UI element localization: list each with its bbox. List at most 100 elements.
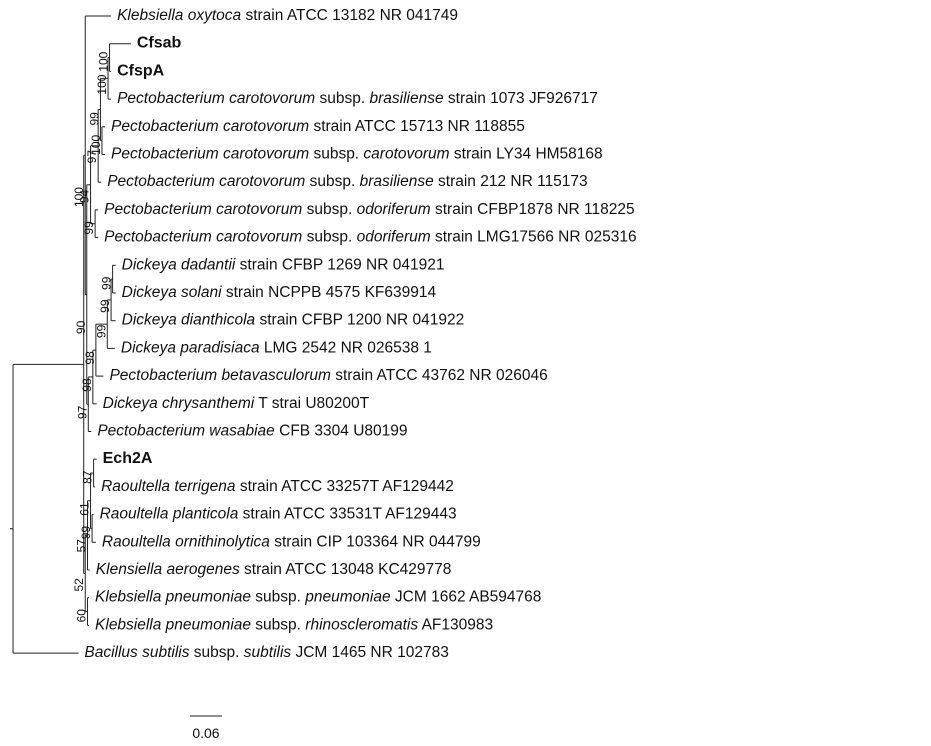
taxon-label-part: strain ATCC 33531T AF129443 xyxy=(238,506,456,523)
taxon-label-part: Klebsiella pneumoniae xyxy=(95,589,251,606)
taxon-label-part: subtilis xyxy=(244,644,292,661)
taxon-label-d_chrysanthemi: Dickeya chrysanthemi T strai U80200T xyxy=(103,395,370,412)
taxon-label-part: odoriferum xyxy=(357,229,431,246)
bootstrap-value: 57 xyxy=(75,539,89,553)
bootstrap-value: 97 xyxy=(85,150,99,164)
bootstrap-value: 52 xyxy=(72,578,86,592)
taxon-label-part: strain ATCC 43762 NR 026046 xyxy=(331,367,548,384)
bootstrap-value: 61 xyxy=(78,502,92,516)
bootstrap-value: 100 xyxy=(72,187,86,207)
taxon-label-r_ornithino: Raoultella ornithinolytica strain CIP 10… xyxy=(102,533,481,550)
taxon-label-part: Dickeya dadantii xyxy=(122,256,236,273)
taxon-label-part: subsp. xyxy=(251,589,305,606)
taxon-label-r_terrigena: Raoultella terrigena strain ATCC 33257T … xyxy=(101,478,454,495)
taxon-label-d_solani: Dickeya solani strain NCPPB 4575 KF63991… xyxy=(122,284,437,301)
taxon-label-part: subsp. xyxy=(302,229,356,246)
taxon-label-part: Dickeya solani xyxy=(122,284,222,301)
taxon-label-part: strain CIP 103364 NR 044799 xyxy=(270,533,481,550)
taxon-label-pcb_1073: Pectobacterium carotovorum subsp. brasil… xyxy=(117,90,598,107)
taxon-label-part: Raoultella planticola xyxy=(100,506,239,523)
bootstrap-value: 98 xyxy=(80,378,94,392)
bootstrap-value: 100 xyxy=(97,51,111,71)
taxon-label-part: pneumoniae xyxy=(304,589,391,606)
taxon-label-part: AF130983 xyxy=(418,616,493,633)
taxon-label-d_dadantii: Dickeya dadantii strain CFBP 1269 NR 041… xyxy=(122,256,445,273)
taxon-label-part: Dickeya dianthicola xyxy=(122,312,256,329)
taxon-label-part: CFB 3304 U80199 xyxy=(275,423,408,440)
taxon-label-part: Raoultella ornithinolytica xyxy=(102,533,270,550)
taxon-label-part: Ech2A xyxy=(103,450,153,467)
bootstrap-values: 100 100 100 99 97 99 94 99 99 99 98 98 97 90 100 87 99 61… xyxy=(72,51,113,622)
taxon-label-part: brasiliense xyxy=(360,173,434,190)
taxon-label-part: Pectobacterium carotovorum xyxy=(107,173,305,190)
taxon-label-d_dianthicola: Dickeya dianthicola strain CFBP 1200 NR … xyxy=(122,312,465,329)
taxon-label-part: Pectobacterium betavasculorum xyxy=(109,367,331,384)
taxon-label-part: Pectobacterium carotovorum xyxy=(104,201,302,218)
bootstrap-value: 99 xyxy=(98,299,112,313)
taxon-label-part: subsp. xyxy=(251,616,305,633)
taxon-label-part: Pectobacterium carotovorum xyxy=(111,146,309,163)
taxon-label-part: subsp. xyxy=(302,201,356,218)
bootstrap-value: 99 xyxy=(87,112,101,126)
taxon-label-part: Pectobacterium wasabiae xyxy=(97,423,275,440)
taxon-label-cfspa: CfspA xyxy=(117,63,165,80)
taxon-label-pco_cfbp: Pectobacterium carotovorum subsp. odorif… xyxy=(104,201,634,218)
taxon-label-k_aerogenes: Klensiella aerogenes strain ATCC 13048 K… xyxy=(96,561,452,578)
taxon-label-part: Pectobacterium carotovorum xyxy=(111,118,309,135)
taxon-label-part: subsp. xyxy=(305,173,359,190)
taxon-label-part: subsp. xyxy=(315,90,369,107)
taxon-label-part: T strai U80200T xyxy=(254,395,369,412)
taxon-label-part: brasiliense xyxy=(370,90,444,107)
taxon-label-part: strain LMG17566 NR 025316 xyxy=(431,229,637,246)
taxon-label-part: Cfsab xyxy=(137,35,182,52)
bootstrap-value: 87 xyxy=(81,470,95,484)
taxon-label-pco_lmg: Pectobacterium carotovorum subsp. odorif… xyxy=(104,229,636,246)
bootstrap-value: 99 xyxy=(82,221,96,235)
scale-bar-label: 0.06 xyxy=(192,725,219,741)
taxon-label-part: strain ATCC 13182 NR 041749 xyxy=(241,7,458,24)
taxon-label-part: LMG 2542 NR 026538 1 xyxy=(260,339,432,356)
bootstrap-value: 98 xyxy=(83,351,97,365)
taxon-label-cfsab: Cfsab xyxy=(137,35,182,52)
taxon-label-pc_15713: Pectobacterium carotovorum strain ATCC 1… xyxy=(111,118,525,135)
bootstrap-value: 99 xyxy=(79,526,93,540)
bootstrap-value: 97 xyxy=(75,405,89,419)
taxon-label-part: strain NCPPB 4575 KF639914 xyxy=(222,284,437,301)
taxon-label-part: strain ATCC 33257T AF129442 xyxy=(236,478,454,495)
taxon-label-part: subsp. xyxy=(309,146,363,163)
taxon-label-part: Pectobacterium carotovorum xyxy=(117,90,315,107)
taxon-label-part: Klebsiella oxytoca xyxy=(117,7,241,24)
taxon-label-part: carotovorum xyxy=(363,146,449,163)
taxon-label-part: JCM 1465 NR 102783 xyxy=(291,644,449,661)
taxon-label-p_wasabiae: Pectobacterium wasabiae CFB 3304 U80199 xyxy=(97,423,407,440)
taxon-label-part: JCM 1662 AB594768 xyxy=(391,589,542,606)
bootstrap-value: 100 xyxy=(89,134,103,154)
bootstrap-value: 60 xyxy=(75,609,89,623)
taxon-label-part: strain CFBP 1269 NR 041921 xyxy=(235,256,444,273)
taxon-label-part: strain 1073 JF926717 xyxy=(444,90,598,107)
taxon-label-part: strain LY34 HM58168 xyxy=(450,146,603,163)
taxon-label-part: Raoultella terrigena xyxy=(101,478,236,495)
taxon-label-p_betavasc: Pectobacterium betavasculorum strain ATC… xyxy=(109,367,547,384)
taxon-label-k_oxytoca: Klebsiella oxytoca strain ATCC 13182 NR … xyxy=(117,7,458,24)
taxon-label-part: Pectobacterium carotovorum xyxy=(104,229,302,246)
taxon-label-part: subsp. xyxy=(190,644,244,661)
taxon-label-part: strain CFBP1878 NR 118225 xyxy=(431,201,635,218)
taxon-label-part: Dickeya chrysanthemi xyxy=(103,395,255,412)
bootstrap-value: 100 xyxy=(95,74,109,94)
bootstrap-value: 90 xyxy=(74,320,88,334)
taxon-label-part: strain 212 NR 115173 xyxy=(434,173,588,190)
taxon-label-part: strain CFBP 1200 NR 041922 xyxy=(255,312,464,329)
taxon-label-part: Dickeya paradisiaca xyxy=(121,339,260,356)
taxon-label-pcc_ly34: Pectobacterium carotovorum subsp. caroto… xyxy=(111,146,603,163)
taxon-label-part: CfspA xyxy=(117,63,165,80)
bootstrap-value: 99 xyxy=(94,324,108,338)
scale-bar: 0.06 xyxy=(190,715,222,741)
taxon-label-part: odoriferum xyxy=(357,201,431,218)
bootstrap-value: 99 xyxy=(100,276,114,290)
taxon-label-b_subtilis: Bacillus subtilis subsp. subtilis JCM 14… xyxy=(84,644,448,661)
taxon-label-part: Klebsiella pneumoniae xyxy=(95,616,251,633)
taxon-label-part: strain ATCC 15713 NR 118855 xyxy=(309,118,525,135)
